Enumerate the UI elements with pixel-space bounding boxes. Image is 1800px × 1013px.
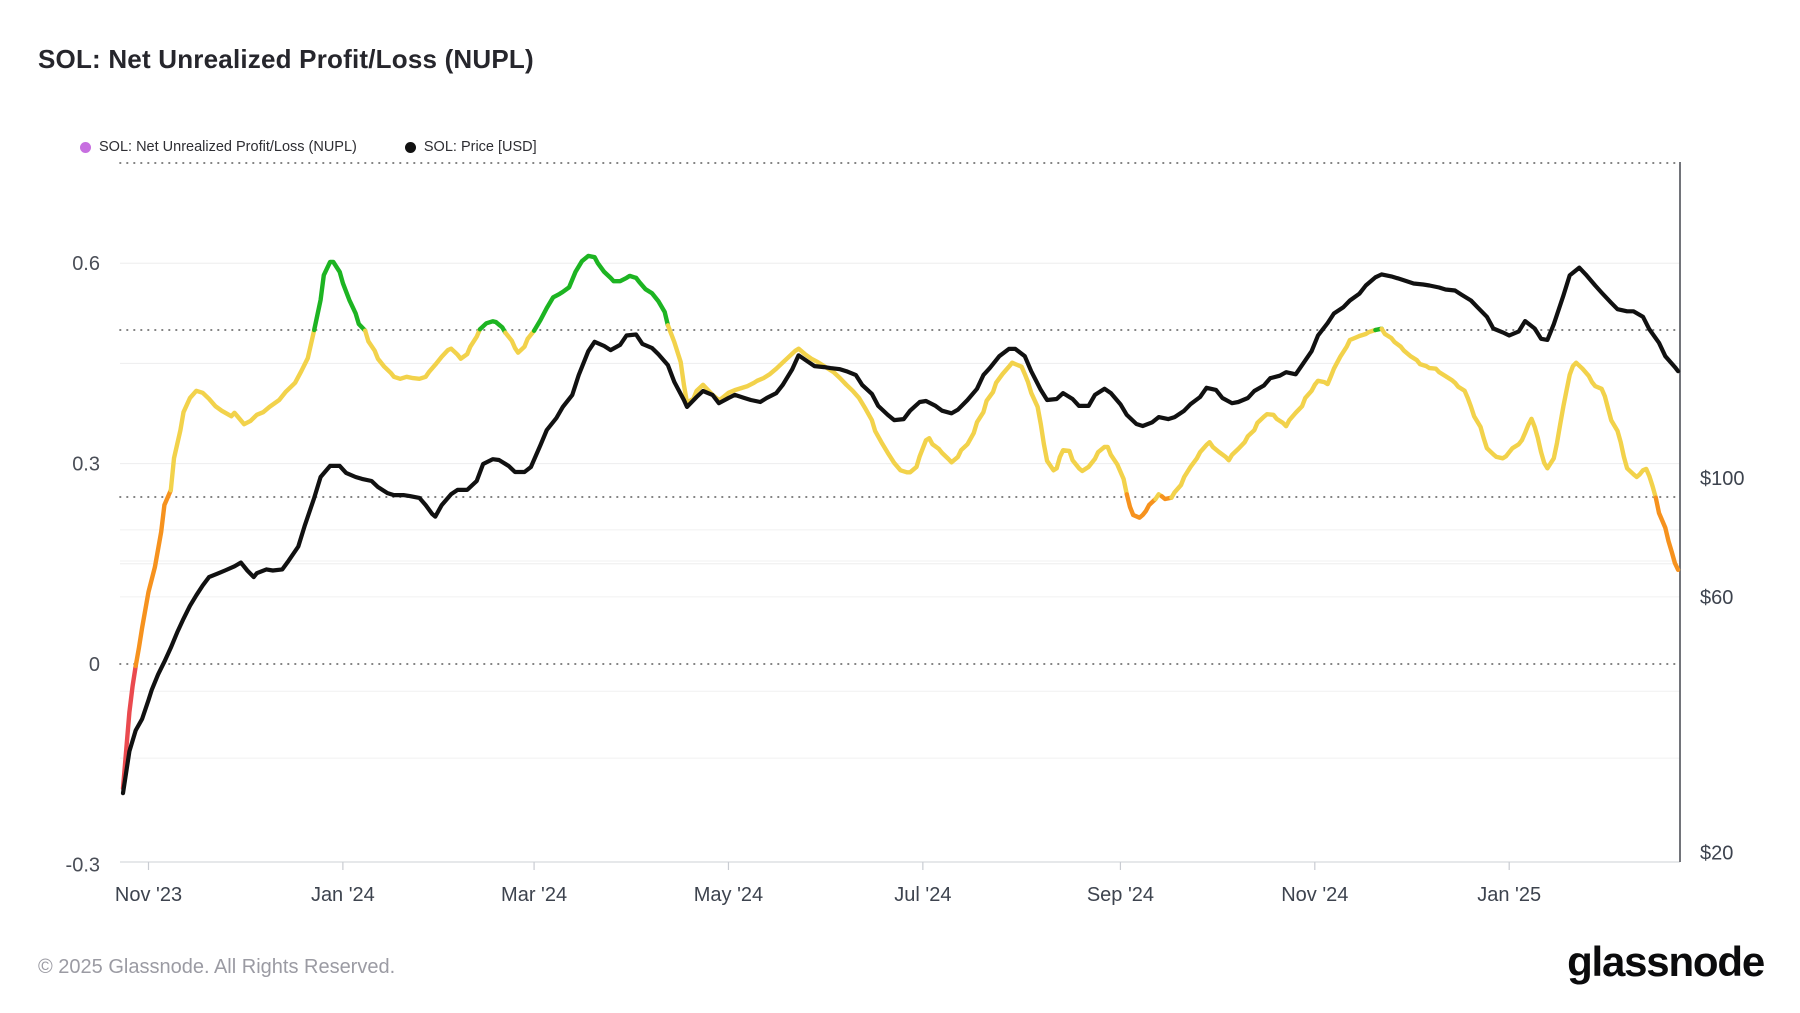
nupl-line-segment	[168, 327, 317, 493]
nupl-line-segment	[363, 327, 483, 381]
nupl-line-segment	[503, 328, 537, 355]
x-axis-label: May '24	[694, 884, 763, 906]
left-axis-label: -0.3	[66, 854, 100, 876]
nupl-line-segment	[1124, 492, 1158, 520]
nupl-line-segment	[1653, 495, 1681, 572]
copyright-text: © 2025 Glassnode. All Rights Reserved.	[38, 956, 396, 978]
chart-legend: SOL: Net Unrealized Profit/Loss (NUPL) S…	[80, 139, 585, 155]
nupl-series-dot-icon	[80, 141, 91, 153]
left-axis-label: 0	[89, 654, 100, 676]
nupl-line-segment	[133, 488, 173, 669]
nupl-line-segment	[1379, 326, 1658, 500]
nupl-line-segment	[477, 319, 508, 335]
legend-item-price[interactable]: SOL: Price [USD]	[404, 139, 537, 155]
nupl-line-segment	[531, 253, 671, 333]
x-axis-label: Nov '24	[1281, 884, 1348, 906]
x-axis-label: Jul '24	[894, 884, 951, 906]
right-axis-label: $60	[1700, 587, 1733, 609]
x-axis-label: Jan '24	[311, 884, 375, 906]
right-axis-label: $100	[1700, 468, 1745, 490]
nupl-line-segment	[665, 323, 1129, 497]
right-axis-label: $20	[1700, 842, 1733, 864]
left-axis-label: 0.6	[72, 253, 100, 275]
glassnode-logo[interactable]: glassnode	[1567, 938, 1765, 985]
nupl-line-segment	[1169, 327, 1378, 500]
nupl-line-segment	[312, 259, 368, 333]
left-axis-label: 0.3	[72, 454, 100, 476]
x-axis-label: Jan '25	[1477, 884, 1541, 906]
x-axis-label: Mar '24	[501, 884, 567, 906]
price-line	[120, 265, 1681, 796]
nupl-line-segment	[120, 663, 138, 791]
x-axis-label: Nov '23	[115, 884, 182, 906]
legend-label-nupl: SOL: Net Unrealized Profit/Loss (NUPL)	[99, 139, 357, 155]
legend-item-nupl[interactable]: SOL: Net Unrealized Profit/Loss (NUPL)	[80, 139, 357, 155]
legend-label-price: SOL: Price [USD]	[423, 139, 537, 155]
price-series-dot-icon	[404, 141, 416, 153]
x-axis-label: Sep '24	[1087, 884, 1154, 906]
page-title: SOL: Net Unrealized Profit/Loss (NUPL)	[38, 44, 534, 74]
